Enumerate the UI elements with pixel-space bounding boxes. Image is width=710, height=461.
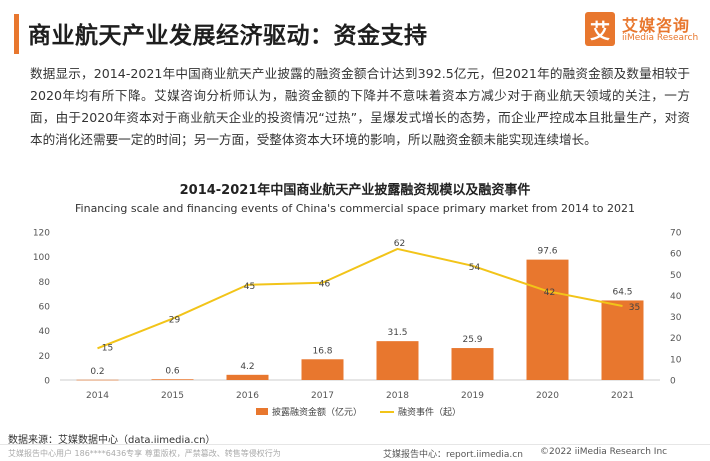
logo-text-cn: 艾媒咨询 [622,16,691,35]
y-right-tick-label: 30 [670,313,682,323]
y-right-tick-label: 0 [670,377,676,387]
footer-copyright: ©2022 iiMedia Research Inc [540,447,668,457]
legend-bar-label: 披露融资金额（亿元） [272,406,362,418]
y-left-tick-label: 60 [39,303,51,313]
y-right-tick-label: 10 [670,355,682,365]
x-tick-label: 2015 [161,391,184,401]
y-left-tick-label: 20 [39,352,51,362]
logo-text-en: iiMedia Research [622,33,699,43]
bar-value-label: 97.6 [537,247,557,257]
bar-2021 [601,300,644,380]
bar-value-label: 4.2 [240,362,254,372]
bar-2014 [76,379,119,381]
bar-2016 [226,374,269,380]
footer-copyright-notice: 艾媒报告中心用户 186****6436专享 尊重版权，严禁篡改、转售等侵权行为 [8,449,281,458]
chart-title: 2014-2021年中国商业航天产业披露融资规模以及融资事件 [179,183,531,198]
line-point-label: 35 [629,303,640,313]
line-point-label: 46 [319,280,331,290]
footer-report-center: 艾媒报告中心：report.iimedia.cn [383,450,523,460]
line-point-label: 54 [469,263,481,273]
bar-value-label: 25.9 [462,335,482,345]
y-left-tick-label: 100 [33,253,50,263]
iimedia-logo-icon: 艾 [585,12,615,46]
y-right-tick-label: 20 [670,334,682,344]
x-tick-label: 2020 [536,391,559,401]
y-right-tick-label: 50 [670,271,682,281]
bar-2015 [151,379,194,380]
x-tick-label: 2017 [311,391,334,401]
x-tick-label: 2016 [236,391,259,401]
line-point-label: 45 [244,282,255,292]
logo-glyph: 艾 [590,18,610,43]
y-right-tick-label: 60 [670,250,682,260]
analysis-paragraph: 数据显示，2014-2021年中国商业航天产业披露的融资金额合计达到392.5亿… [30,66,690,147]
y-right-tick-label: 40 [670,292,682,302]
y-left-tick-label: 0 [44,377,50,387]
bar-2017 [301,359,344,380]
bar-value-label: 16.8 [312,346,332,356]
chart-subtitle: Financing scale and financing events of … [75,202,635,215]
line-financing-events [97,247,623,350]
bar-value-label: 0.2 [90,367,104,377]
x-tick-label: 2014 [86,391,109,401]
y-left-tick-label: 80 [39,278,51,288]
x-tick-label: 2018 [386,391,409,401]
page-title: 商业航天产业发展经济驱动：资金支持 [28,23,428,49]
line-point-label: 62 [394,239,405,249]
bar-2020 [526,259,569,380]
line-point-label: 42 [544,288,555,298]
data-source: 数据来源：艾媒数据中心（data.iimedia.cn） [8,435,216,446]
legend-line-label: 融资事件（起） [398,406,461,418]
line-point-label: 29 [169,316,181,326]
y-right-tick-label: 70 [670,229,682,239]
bar-value-label: 64.5 [612,287,632,297]
x-tick-label: 2019 [461,391,484,401]
title-accent-bar [14,14,19,54]
bar-2018 [376,341,419,380]
x-tick-label: 2021 [611,391,634,401]
y-left-tick-label: 120 [33,229,50,239]
line-point-label: 15 [102,343,113,353]
bar-value-label: 0.6 [165,366,180,376]
footer-divider [0,444,710,445]
bar-value-label: 31.5 [387,328,407,338]
bar-2019 [451,348,494,380]
legend-bar-swatch [256,408,268,415]
y-left-tick-label: 40 [39,327,51,337]
